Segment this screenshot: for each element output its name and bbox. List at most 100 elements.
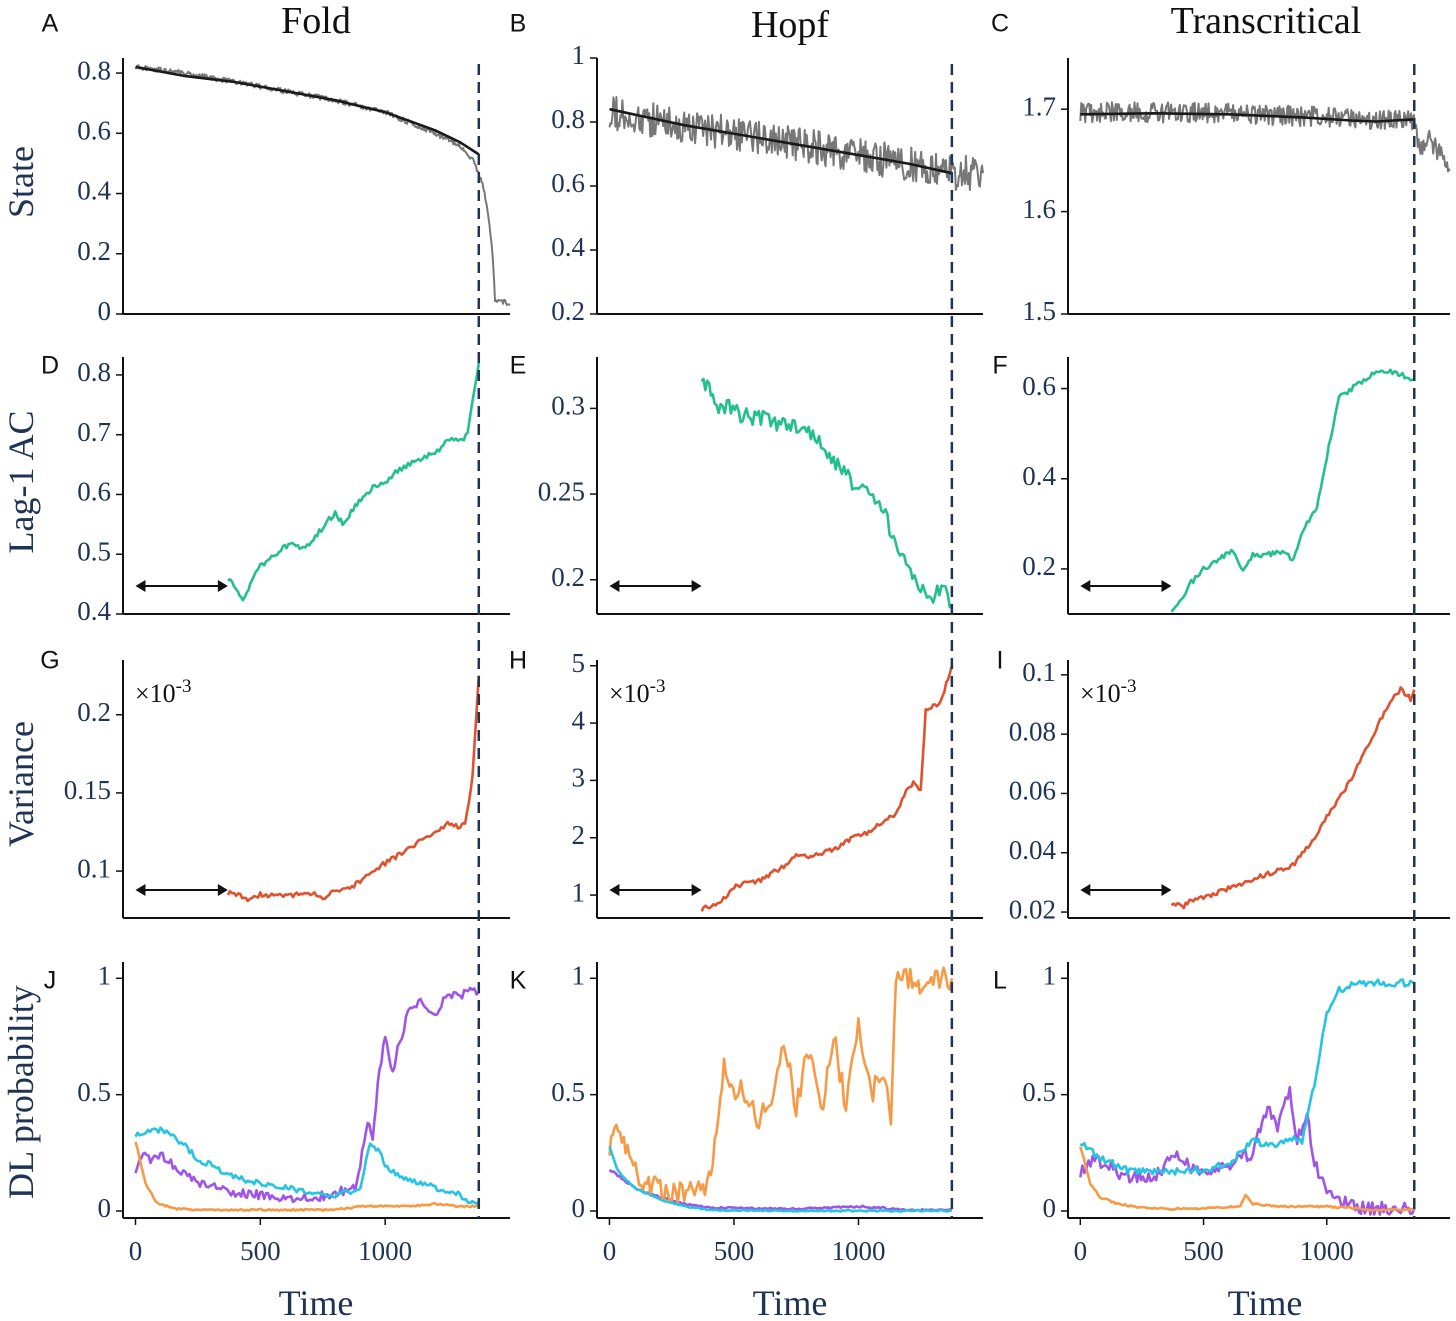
column-title-hopf: Hopf <box>751 4 829 46</box>
y-tick-label-C: 1.7 <box>1022 91 1056 121</box>
panel-letter-F: F <box>992 352 1007 380</box>
y-tick-label-F: 0.6 <box>1022 371 1056 401</box>
panel-letter-D: D <box>41 352 59 380</box>
x-tick-label-K: 0 <box>603 1236 617 1266</box>
series-K-transcritical <box>608 1145 953 1213</box>
series-G-variance <box>226 675 481 903</box>
series-F-lag-1-ac <box>1170 368 1415 613</box>
y-tick-label-G: 0.2 <box>77 697 111 727</box>
panel-letter-L: L <box>993 967 1007 995</box>
panel-B: B 0.2 0.4 0.6 0.8 1 <box>510 10 984 326</box>
window-arrow-I <box>1080 884 1172 896</box>
panel-E: E 0.2 0.25 0.3 <box>510 352 983 615</box>
y-tick-label-D: 0.7 <box>77 417 111 447</box>
panel-J: J 0 0.5 1 0 500 1000 <box>44 960 510 1266</box>
y-tick-label-E: 0.2 <box>551 562 585 592</box>
x-tick-label-J: 0 <box>129 1236 143 1266</box>
x-axis-title-hopf: Time <box>753 1283 828 1321</box>
panel-I: I 0.02 0.04 0.06 0.08 0.1 ×10-3 <box>997 647 1450 924</box>
x-tick-label-L: 500 <box>1183 1236 1224 1266</box>
panel-letter-E: E <box>510 352 527 380</box>
y-tick-label-B: 1 <box>572 40 586 70</box>
panel-K: K 0 0.5 1 0 500 1000 <box>510 960 983 1266</box>
y-tick-label-J: 1 <box>98 960 112 990</box>
x-tick-label-J: 1000 <box>358 1236 412 1266</box>
y-tick-label-A: 0.8 <box>77 55 111 85</box>
y-tick-label-I: 0.1 <box>1022 657 1056 687</box>
y-tick-label-H: 2 <box>572 820 586 850</box>
y-tick-label-F: 0.4 <box>1022 461 1056 491</box>
window-arrow-D <box>135 580 228 592</box>
y-tick-label-B: 0.6 <box>551 168 585 198</box>
panel-letter-G: G <box>40 647 59 675</box>
series-E-lag-1-ac <box>700 377 953 609</box>
panel-letter-H: H <box>509 647 527 675</box>
series-I-variance <box>1170 686 1416 910</box>
panel-C: C 1.5 1.6 1.7 <box>991 10 1451 326</box>
scale-multiplier-I: ×10-3 <box>1080 676 1137 708</box>
panel-H: H 1 2 3 4 5 ×10-3 <box>509 647 983 919</box>
y-tick-label-D: 0.4 <box>77 596 111 626</box>
x-axis-title-transcritical: Time <box>1228 1283 1303 1321</box>
y-tick-label-D: 0.5 <box>77 536 111 566</box>
series-K-hopf <box>608 966 954 1205</box>
series-A-smoothing <box>135 65 480 156</box>
row-label-dl-probability: DL probability <box>1 985 41 1199</box>
panel-letter-I: I <box>997 647 1004 675</box>
y-tick-label-I: 0.08 <box>1009 716 1056 746</box>
panel-letter-B: B <box>510 10 527 38</box>
series-A-raw-state <box>134 64 511 306</box>
y-tick-label-G: 0.1 <box>77 853 111 883</box>
series-L-hopf <box>1079 1146 1415 1212</box>
y-tick-label-D: 0.8 <box>77 357 111 387</box>
window-arrow-F <box>1080 580 1172 592</box>
y-tick-label-D: 0.6 <box>77 477 111 507</box>
y-tick-label-B: 0.2 <box>551 296 585 326</box>
y-tick-label-A: 0 <box>98 296 112 326</box>
window-arrow-E <box>609 580 702 592</box>
series-L-fold <box>1079 1085 1416 1216</box>
series-C-smoothing <box>1080 112 1414 123</box>
y-tick-label-A: 0.4 <box>77 176 111 206</box>
panel-G: G 0.1 0.15 0.2 ×10-3 <box>40 647 510 919</box>
y-tick-label-I: 0.06 <box>1009 776 1056 806</box>
scale-multiplier-H: ×10-3 <box>609 676 666 708</box>
y-tick-label-C: 1.5 <box>1022 296 1056 326</box>
y-tick-label-E: 0.25 <box>538 476 585 506</box>
scale-multiplier-G: ×10-3 <box>135 676 192 708</box>
panel-L: L 0 0.5 1 0 500 1000 <box>993 960 1450 1266</box>
y-tick-label-B: 0.4 <box>551 232 585 262</box>
y-tick-label-H: 4 <box>572 705 586 735</box>
row-label-state: State <box>1 146 41 218</box>
y-tick-label-K: 0.5 <box>551 1077 585 1107</box>
y-tick-label-K: 1 <box>572 960 586 990</box>
x-axis-title-fold: Time <box>279 1283 354 1321</box>
window-arrow-G <box>135 884 228 896</box>
y-tick-label-L: 0 <box>1043 1193 1057 1223</box>
y-tick-label-L: 1 <box>1043 960 1057 990</box>
y-tick-label-J: 0 <box>98 1193 112 1223</box>
y-tick-label-J: 0.5 <box>77 1077 111 1107</box>
panel-letter-A: A <box>42 10 59 38</box>
series-C-raw-state <box>1079 101 1451 173</box>
panel-letter-J: J <box>44 967 57 995</box>
panel-letter-C: C <box>991 10 1009 38</box>
y-tick-label-I: 0.04 <box>1009 835 1057 865</box>
series-H-variance <box>700 665 954 912</box>
series-B-smoothing <box>609 107 953 175</box>
series-J-transcritical <box>134 1126 480 1205</box>
transition-lines <box>477 64 1416 1218</box>
x-tick-label-J: 500 <box>240 1236 281 1266</box>
x-tick-label-L: 0 <box>1074 1236 1088 1266</box>
row-label-variance: Variance <box>1 721 41 847</box>
series-L-transcritical <box>1079 978 1415 1176</box>
column-title-transcritical: Transcritical <box>1171 0 1362 42</box>
y-tick-label-H: 5 <box>572 648 586 678</box>
y-tick-label-I: 0.02 <box>1009 894 1056 924</box>
panels: A00.20.40.60.8B0.20.40.60.81C1.51.61.7D0… <box>40 10 1451 1266</box>
y-tick-label-H: 3 <box>572 763 586 793</box>
series-B-raw-state <box>608 96 984 191</box>
series-D-lag-1-ac <box>227 362 481 602</box>
y-tick-label-A: 0.6 <box>77 115 111 145</box>
